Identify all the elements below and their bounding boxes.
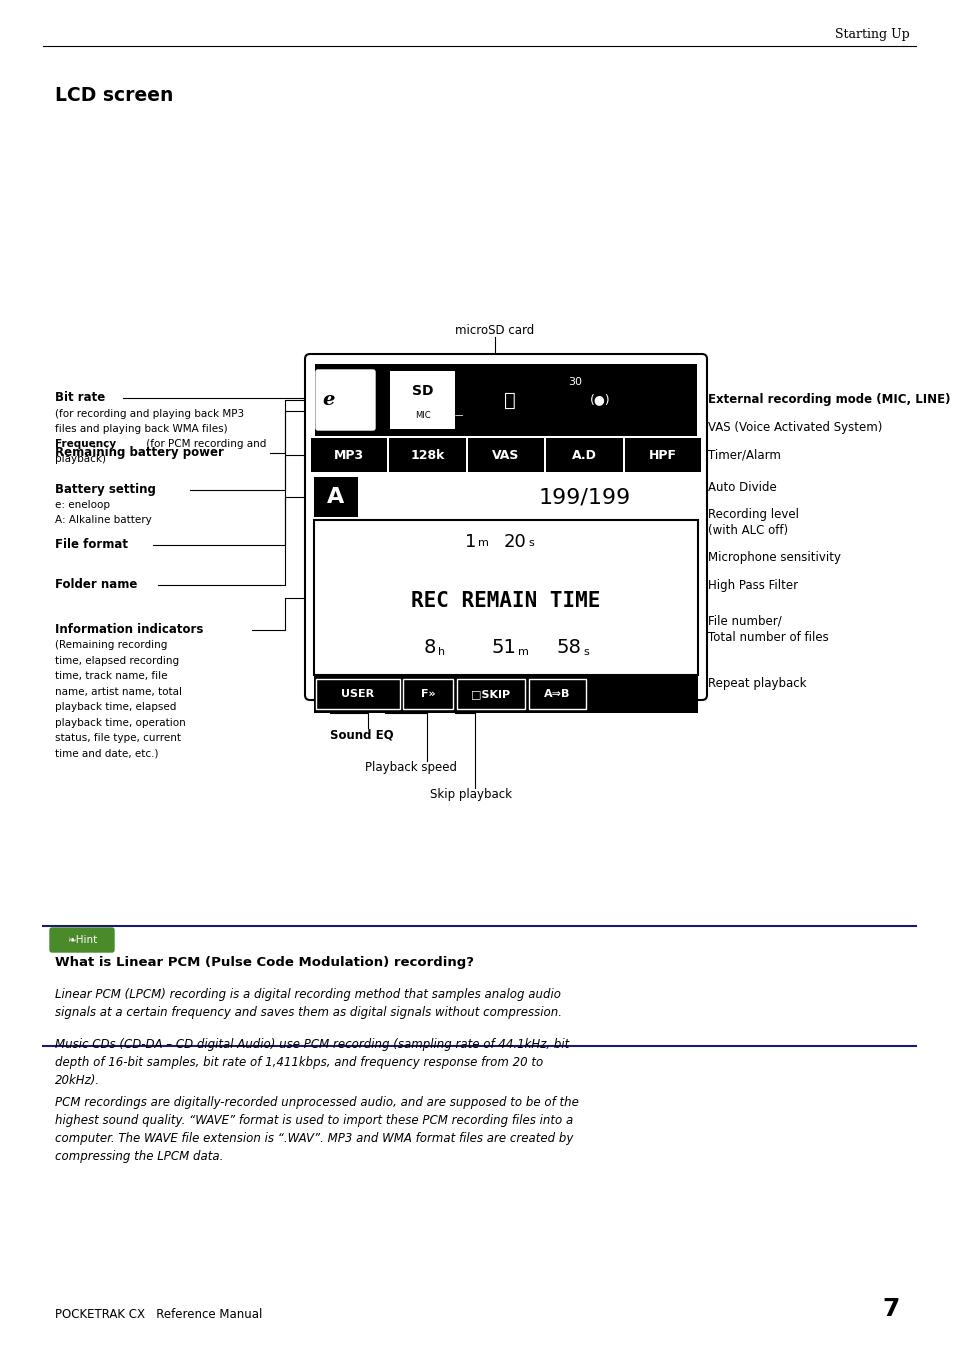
Text: 58: 58: [556, 638, 580, 657]
Text: ❧Hint: ❧Hint: [67, 935, 97, 944]
Text: Linear PCM (LPCM) recording is a digital recording method that samples analog au: Linear PCM (LPCM) recording is a digital…: [55, 988, 561, 1019]
Text: Folder name: Folder name: [55, 578, 137, 590]
Bar: [389, 438, 465, 471]
Text: MP3: MP3: [334, 449, 364, 462]
Text: (for recording and playing back MP3: (for recording and playing back MP3: [55, 409, 244, 419]
Text: Sound EQ: Sound EQ: [330, 728, 394, 740]
Text: PCM recordings are digitally-recorded unprocessed audio, and are supposed to be : PCM recordings are digitally-recorded un…: [55, 1096, 578, 1163]
Text: Starting Up: Starting Up: [835, 28, 909, 41]
Text: A: A: [327, 486, 344, 507]
Bar: [467, 438, 543, 471]
FancyBboxPatch shape: [305, 354, 706, 700]
Text: (●): (●): [589, 393, 610, 407]
Bar: [456, 680, 524, 709]
Text: 128k: 128k: [410, 449, 444, 462]
Text: ⧖: ⧖: [503, 390, 516, 409]
Text: □SKIP: □SKIP: [471, 689, 510, 698]
Text: VAS: VAS: [492, 449, 519, 462]
Bar: [390, 372, 455, 430]
Text: POCKETRAK CX   Reference Manual: POCKETRAK CX Reference Manual: [55, 1308, 262, 1321]
Text: Frequency: Frequency: [55, 439, 116, 449]
Text: playback time, operation: playback time, operation: [55, 717, 186, 727]
Text: A: Alkaline battery: A: Alkaline battery: [55, 515, 152, 526]
Text: h: h: [437, 647, 445, 657]
Text: USER: USER: [341, 689, 374, 698]
Text: Bit rate: Bit rate: [55, 390, 105, 404]
Bar: [311, 438, 387, 471]
Text: 7: 7: [882, 1297, 899, 1321]
Text: Playback speed: Playback speed: [365, 761, 456, 774]
Text: Microphone sensitivity: Microphone sensitivity: [707, 551, 841, 563]
Text: Auto Divide: Auto Divide: [707, 481, 776, 494]
Text: 8: 8: [423, 638, 436, 657]
FancyBboxPatch shape: [315, 370, 375, 430]
Text: m: m: [517, 647, 528, 657]
Text: SD: SD: [412, 385, 433, 399]
Text: time, elapsed recording: time, elapsed recording: [55, 655, 179, 666]
Text: Recording level: Recording level: [707, 508, 799, 521]
Text: name, artist name, total: name, artist name, total: [55, 686, 182, 697]
Text: Timer/Alarm: Timer/Alarm: [707, 449, 781, 461]
Text: 1: 1: [464, 534, 476, 551]
Text: Total number of files: Total number of files: [707, 631, 828, 644]
Text: —: —: [455, 411, 463, 420]
Text: 199/199: 199/199: [537, 486, 630, 507]
Text: F»: F»: [420, 689, 435, 698]
Text: e: eneloop: e: eneloop: [55, 500, 110, 509]
Text: Music CDs (CD-DA – CD digital Audio) use PCM recording (sampling rate of 44.1kHz: Music CDs (CD-DA – CD digital Audio) use…: [55, 1038, 569, 1088]
Text: External recording mode (MIC, LINE): External recording mode (MIC, LINE): [707, 393, 949, 407]
Text: time, track name, file: time, track name, file: [55, 671, 168, 681]
Text: files and playing back WMA files): files and playing back WMA files): [55, 424, 228, 434]
Text: REC REMAIN TIME: REC REMAIN TIME: [411, 590, 600, 611]
Text: High Pass Filter: High Pass Filter: [707, 580, 798, 592]
Text: (Remaining recording: (Remaining recording: [55, 640, 167, 650]
Text: s: s: [582, 647, 588, 657]
Text: |||: |||: [356, 392, 372, 408]
Bar: [314, 676, 698, 713]
Text: e: e: [322, 390, 335, 409]
Text: VAS (Voice Activated System): VAS (Voice Activated System): [707, 422, 882, 434]
Text: microSD card: microSD card: [455, 324, 534, 336]
Text: (for PCM recording and: (for PCM recording and: [143, 439, 266, 449]
Text: HPF: HPF: [648, 449, 676, 462]
Text: A.D: A.D: [572, 449, 597, 462]
Bar: [314, 363, 697, 436]
Bar: [314, 520, 698, 676]
Bar: [546, 438, 622, 471]
Text: 30: 30: [567, 377, 581, 386]
Bar: [624, 438, 700, 471]
Text: 20: 20: [503, 534, 525, 551]
Text: playback): playback): [55, 454, 106, 463]
Text: Information indicators: Information indicators: [55, 623, 203, 636]
FancyBboxPatch shape: [50, 928, 113, 952]
Text: s: s: [527, 538, 533, 549]
Text: File format: File format: [55, 538, 128, 551]
Text: time and date, etc.): time and date, etc.): [55, 748, 158, 758]
Text: What is Linear PCM (Pulse Code Modulation) recording?: What is Linear PCM (Pulse Code Modulatio…: [55, 957, 474, 969]
Bar: [315, 680, 399, 709]
Text: playback time, elapsed: playback time, elapsed: [55, 703, 176, 712]
Text: A⇒B: A⇒B: [543, 689, 570, 698]
Bar: [314, 477, 357, 517]
Text: (with ALC off): (with ALC off): [707, 524, 787, 536]
Text: Remaining battery power: Remaining battery power: [55, 446, 224, 459]
Text: Skip playback: Skip playback: [430, 788, 512, 801]
Text: 51: 51: [491, 638, 516, 657]
Text: MIC: MIC: [415, 411, 430, 420]
Text: Repeat playback: Repeat playback: [707, 677, 805, 690]
Bar: [403, 680, 453, 709]
Text: status, file type, current: status, file type, current: [55, 734, 181, 743]
Text: m: m: [477, 538, 488, 549]
Text: Battery setting: Battery setting: [55, 484, 155, 496]
Text: File number/: File number/: [707, 615, 781, 628]
Text: LCD screen: LCD screen: [55, 86, 173, 105]
Bar: [528, 680, 585, 709]
